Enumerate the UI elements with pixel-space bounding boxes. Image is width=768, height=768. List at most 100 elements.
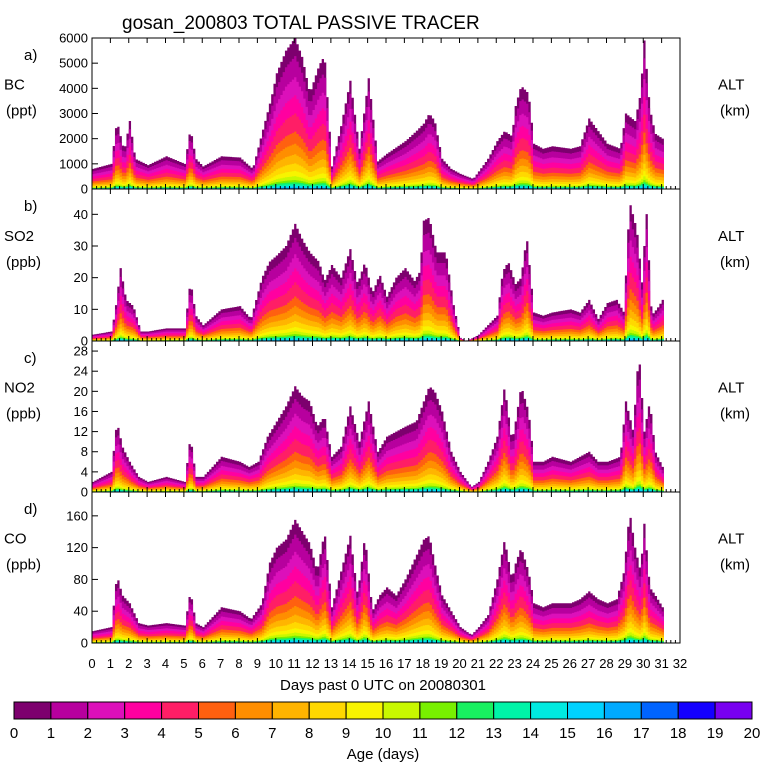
y-tick-label: 80 — [74, 572, 88, 587]
x-tick-label: 18 — [416, 656, 430, 671]
y-tick-label: 0 — [81, 485, 88, 500]
panel-species-label: NO2 — [4, 380, 35, 397]
colorbar-tick-label: 12 — [448, 725, 465, 742]
x-tick-label: 3 — [144, 656, 151, 671]
x-tick-label: 14 — [342, 656, 356, 671]
x-tick-label: 19 — [434, 656, 448, 671]
x-tick-label: 29 — [618, 656, 632, 671]
panel-species-label: CO — [4, 531, 27, 548]
y-tick-label: 160 — [66, 508, 88, 523]
x-tick-label: 0 — [88, 656, 95, 671]
colorbar-tick-label: 17 — [633, 725, 650, 742]
colorbar-swatch-16 — [603, 701, 642, 720]
y-tick-label: 2000 — [59, 131, 88, 146]
colorbar-swatch-15 — [567, 701, 605, 720]
y-tick-label: 4 — [81, 464, 88, 479]
colorbar-tick-label: 3 — [121, 725, 129, 742]
x-tick-label: 8 — [235, 656, 242, 671]
right-axis-unit: (km) — [720, 557, 750, 574]
y-tick-label: 8 — [81, 444, 88, 459]
y-tick-label: 4000 — [59, 81, 88, 96]
right-axis-unit: (km) — [720, 406, 750, 423]
colorbar-tick-label: 10 — [375, 725, 392, 742]
x-tick-label: 25 — [544, 656, 558, 671]
y-tick-label: 40 — [74, 604, 88, 619]
y-tick-label: 40 — [74, 207, 88, 222]
colorbar-label: Age (days) — [347, 746, 420, 763]
colorbar-swatch-3 — [124, 701, 163, 720]
panel-unit-label: (ppb) — [6, 406, 41, 423]
x-axis-label: Days past 0 UTC on 20080301 — [280, 677, 486, 694]
x-tick-label: 20 — [452, 656, 466, 671]
panel-bc: 0 1000 2000 3000 4000 5000 6000 a) BC (ppt) ALT (km… — [4, 31, 750, 197]
y-tick-label: 24 — [74, 364, 88, 379]
x-tick-label: 13 — [324, 656, 338, 671]
colorbar-tick-label: 18 — [670, 725, 687, 742]
colorbar-tick-label: 19 — [707, 725, 724, 742]
y-tick-label: 1000 — [59, 156, 88, 171]
colorbar-swatch-5 — [198, 701, 236, 720]
y-tick-label: 28 — [74, 344, 88, 359]
colorbar-swatch-2 — [87, 701, 126, 720]
panel-unit-label: (ppt) — [6, 103, 37, 120]
y-tick-label: 12 — [74, 424, 88, 439]
x-tick-label: 26 — [563, 656, 577, 671]
y-tick-label: 6000 — [59, 31, 88, 46]
colorbar-tick-label: 7 — [268, 725, 276, 742]
colorbar-swatch-18 — [677, 701, 716, 720]
y-tick-label: 0 — [81, 636, 88, 651]
y-tick-label: 16 — [74, 404, 88, 419]
x-axis-ticks: 0 1 2 3 4 5 6 7 8 9 10 11 12 13 14 15 16 17 18 19 20 21 22 23 24… — [88, 656, 687, 671]
y-tick-label: 30 — [74, 239, 88, 254]
y-tick-label: 0 — [81, 182, 88, 197]
colorbar-swatch-7 — [271, 701, 310, 720]
right-axis-label: ALT — [718, 380, 744, 397]
panel-letter: a) — [24, 47, 37, 64]
panel-unit-label: (ppb) — [6, 254, 41, 271]
y-tick-label: 120 — [66, 540, 88, 555]
y-tick-label: 10 — [74, 302, 88, 317]
y-tick-label: 3000 — [59, 106, 88, 121]
panel-letter: c) — [24, 350, 37, 367]
colorbar-swatch-13 — [493, 701, 532, 720]
colorbar-tick-label: 9 — [342, 725, 350, 742]
colorbar-tick-label: 0 — [10, 725, 18, 742]
colorbar-swatch-14 — [530, 701, 568, 720]
colorbar-swatch-8 — [308, 701, 347, 720]
area-layers — [92, 364, 664, 492]
x-tick-label: 9 — [254, 656, 261, 671]
y-tick-label: 20 — [74, 270, 88, 285]
x-tick-label: 16 — [379, 656, 393, 671]
panel-letter: d) — [24, 501, 37, 518]
colorbar-tick-label: 20 — [744, 725, 761, 742]
colorbar-tick-label: 2 — [84, 725, 92, 742]
colorbar-tick-label: 13 — [485, 725, 502, 742]
x-tick-label: 10 — [269, 656, 283, 671]
colorbar-tick-label: 1 — [47, 725, 55, 742]
colorbar-swatch-4 — [161, 701, 200, 720]
colorbar-tick-label: 8 — [305, 725, 313, 742]
x-tick-label: 21 — [471, 656, 485, 671]
x-tick-label: 24 — [526, 656, 540, 671]
colorbar-tick-label: 6 — [231, 725, 239, 742]
panel-no2: 0 4 8 12 16 20 24 28 c) NO2 (ppb) ALT (km) — [4, 340, 750, 500]
right-axis-unit: (km) — [720, 254, 750, 271]
colorbar-swatch-11 — [419, 701, 458, 720]
right-axis-label: ALT — [718, 77, 744, 94]
colorbar-tick-label: 11 — [412, 725, 428, 742]
colorbar-swatch-6 — [234, 701, 273, 720]
panel-unit-label: (ppb) — [6, 557, 41, 574]
colorbar-tick-label: 4 — [157, 725, 165, 742]
colorbar-swatch-17 — [640, 701, 679, 720]
x-tick-label: 32 — [673, 656, 687, 671]
age-colorbar: 0 1 2 3 4 5 6 7 8 9 10 11 12 13 14 15 16 17 18 19 20 — [10, 701, 761, 742]
right-axis-label: ALT — [718, 228, 744, 245]
x-tick-label: 27 — [581, 656, 595, 671]
panel-co: 0 40 80 120 160 d) CO (ppb) ALT (km) — [4, 491, 750, 651]
x-tick-label: 11 — [287, 656, 301, 671]
colorbar-tick-label: 15 — [559, 725, 576, 742]
chart-title: gosan_200803 TOTAL PASSIVE TRACER — [122, 13, 480, 34]
right-axis-label: ALT — [718, 531, 744, 548]
colorbar-swatch-1 — [50, 701, 89, 720]
panel-letter: b) — [24, 198, 37, 215]
